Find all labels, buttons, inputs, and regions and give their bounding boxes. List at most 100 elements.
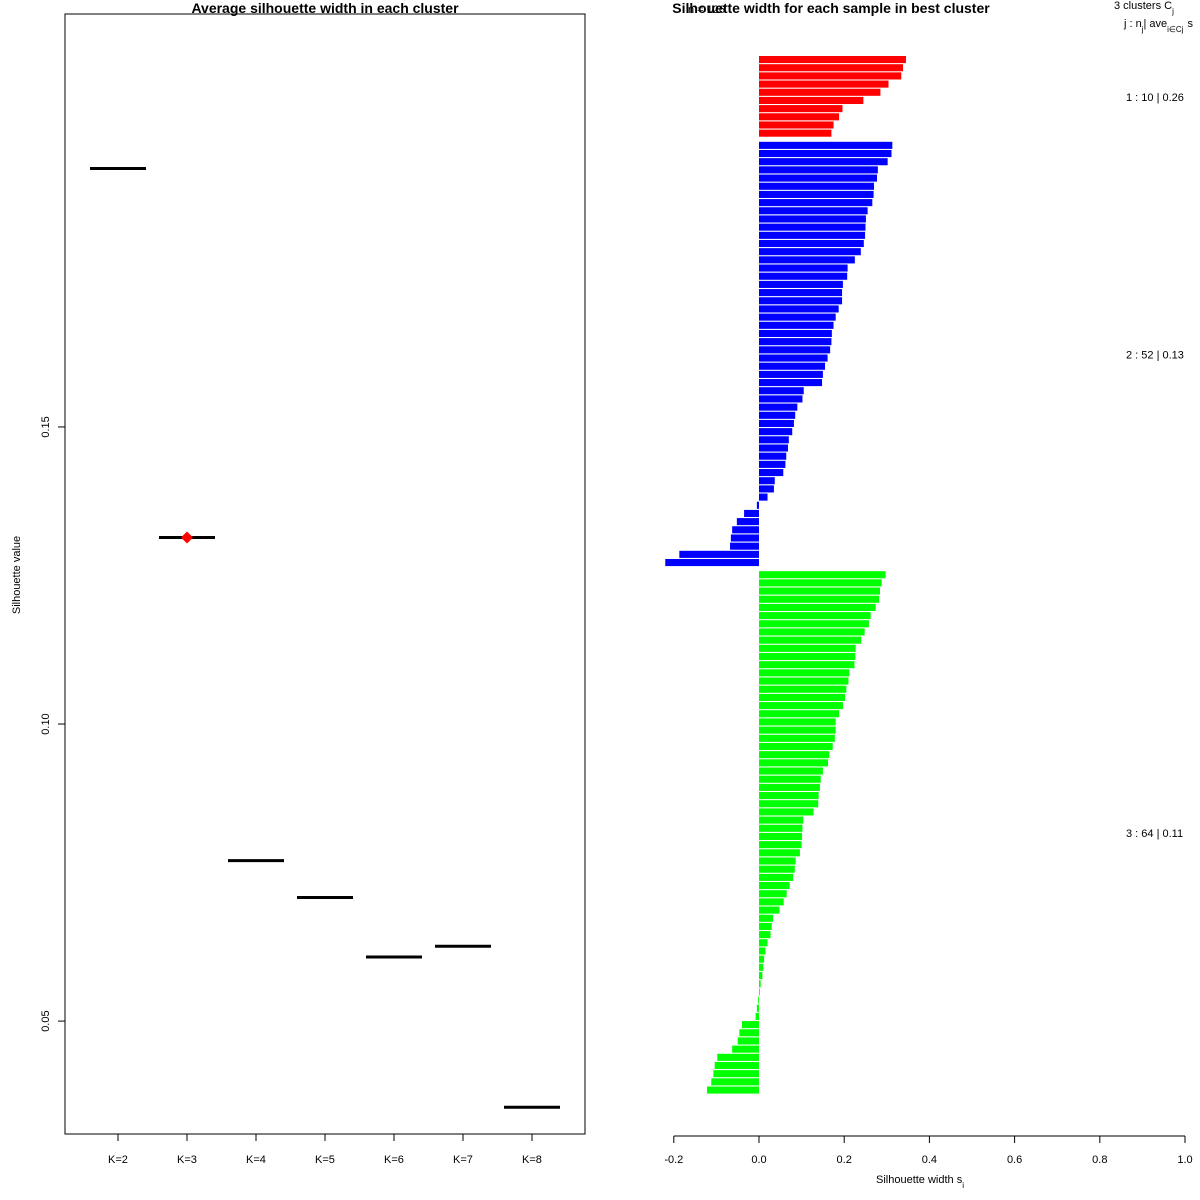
sample-silhouette-bar: [759, 857, 796, 865]
sample-silhouette-bar: [759, 256, 855, 264]
sample-silhouette-bar: [739, 1029, 759, 1037]
right-bars: [665, 56, 906, 1094]
sample-silhouette-bar: [759, 452, 787, 460]
left-x-tick-label: K=6: [384, 1154, 404, 1166]
legend-header-sub: j: [1171, 7, 1174, 16]
sample-silhouette-bar: [730, 542, 759, 550]
sample-silhouette-bar: [759, 387, 804, 395]
sample-silhouette-bar: [759, 477, 775, 485]
sample-silhouette-bar: [759, 469, 784, 477]
sample-silhouette-bar: [759, 808, 814, 816]
sample-silhouette-bar: [759, 56, 906, 64]
legend-row-cluster-2: 2 : 52 | 0.13: [1126, 349, 1184, 361]
sample-silhouette-bar: [759, 493, 768, 501]
sample-silhouette-bar: [759, 873, 794, 881]
sample-silhouette-bar: [759, 272, 848, 280]
sample-silhouette-bar: [759, 898, 784, 906]
sample-silhouette-bar: [759, 652, 856, 661]
sample-silhouette-bar: [759, 587, 880, 595]
sample-silhouette-bar: [759, 370, 823, 378]
sample-silhouette-bar: [759, 963, 764, 971]
sample-silhouette-bar: [759, 702, 843, 710]
sample-silhouette-bar: [759, 231, 866, 239]
sample-silhouette-bar: [759, 612, 871, 620]
sample-silhouette-bar: [759, 669, 850, 677]
sample-silhouette-bar: [730, 534, 759, 542]
sample-silhouette-bar: [744, 509, 759, 517]
right-x-tick-label: 0.8: [1092, 1154, 1107, 1166]
right-x-axis: -0.2 0.0 0.2 0.4 0.6 0.8 1.0: [664, 1135, 1193, 1166]
sample-silhouette-bar: [759, 865, 795, 873]
sample-silhouette-bar: [713, 1070, 759, 1078]
sample-silhouette-bar: [759, 734, 835, 742]
legend-rows: 1 : 10 | 0.26 2 : 52 | 0.13 3 : 64 | 0.11: [1126, 92, 1184, 840]
right-x-tick-label: 0.2: [837, 1154, 852, 1166]
sample-silhouette-bar: [759, 841, 802, 849]
sample-silhouette-bar: [759, 783, 820, 791]
sample-silhouette-bar: [759, 149, 892, 158]
sample-silhouette-bar: [759, 726, 836, 734]
right-x-tick-label: 0.4: [922, 1154, 937, 1166]
sample-silhouette-bar: [732, 526, 759, 534]
left-plot-frame: [64, 13, 586, 1135]
right-subtitle: n = 126: [688, 4, 725, 16]
sample-silhouette-bar: [759, 190, 874, 198]
sample-silhouette-bar: [679, 550, 759, 558]
sample-silhouette-bar: [759, 297, 843, 305]
sample-silhouette-bar: [755, 1012, 759, 1020]
sample-silhouette-bar: [759, 988, 760, 996]
sample-silhouette-bar: [759, 72, 902, 80]
legend-subheader-sub-iej: i∈Cj: [1167, 25, 1184, 34]
sample-silhouette-bar: [759, 248, 861, 256]
sample-silhouette-bar: [759, 980, 761, 988]
sample-silhouette-bar: [759, 677, 849, 685]
sample-silhouette-bar: [759, 174, 878, 182]
sample-silhouette-bar: [759, 199, 873, 207]
sample-silhouette-bar: [759, 379, 823, 387]
sample-silhouette-bar: [741, 1021, 759, 1029]
sample-silhouette-bar: [759, 419, 794, 428]
right-x-tick-label: 0.6: [1007, 1154, 1022, 1166]
sample-silhouette-bar: [759, 313, 836, 321]
sample-silhouette-bar: [759, 88, 881, 96]
legend-subheader-rest: | ave: [1144, 18, 1168, 30]
sample-silhouette-bar: [759, 485, 774, 493]
sample-silhouette-bar: [759, 329, 832, 338]
sample-silhouette-bar: [759, 931, 771, 939]
left-x-axis: K=2 K=3 K=4 K=5 K=6 K=7 K=8: [108, 1134, 542, 1166]
sample-silhouette-bar: [759, 939, 768, 947]
sample-silhouette-bar: [759, 289, 843, 297]
sample-silhouette-bar: [756, 501, 759, 509]
sample-silhouette-bar: [759, 64, 903, 72]
sample-silhouette-bar: [759, 710, 840, 718]
sample-silhouette-bar: [759, 775, 821, 783]
sample-silhouette-bar: [759, 751, 830, 759]
legend-row-cluster-3: 3 : 64 | 0.11: [1126, 828, 1183, 840]
sample-silhouette-bar: [759, 636, 862, 644]
sample-silhouette-bar: [759, 338, 832, 346]
sample-silhouette-bar: [759, 571, 886, 579]
sample-silhouette-bar: [759, 436, 789, 444]
sample-silhouette-bar: [759, 411, 796, 419]
sample-silhouette-bar: [759, 971, 763, 980]
sample-silhouette-bar: [759, 239, 864, 248]
sample-silhouette-bar: [759, 105, 843, 113]
sample-silhouette-bar: [756, 1004, 759, 1012]
sample-silhouette-bar: [759, 742, 833, 751]
sample-silhouette-bar: [759, 849, 800, 857]
sample-silhouette-bar: [759, 718, 836, 726]
best-k-marker: [181, 531, 193, 544]
avg-silhouette-panel: Average silhouette width in each cluster…: [11, 0, 586, 1166]
legend-subheader-tail: s: [1187, 18, 1193, 30]
sample-silhouette-bar: [759, 922, 772, 930]
legend-subheader: j : nj| avei∈Cj s: [1123, 18, 1193, 34]
sample-silhouette-bar: [759, 280, 843, 288]
left-x-tick-label: K=8: [522, 1154, 542, 1166]
sample-silhouette-bar: [759, 914, 774, 922]
sample-silhouette-bar: [759, 644, 856, 652]
legend-header: 3 clusters Cj: [1114, 0, 1174, 16]
sample-silhouette-bar: [759, 628, 865, 636]
sample-silhouette-bar: [759, 595, 880, 603]
sample-silhouette-bar: [717, 1053, 759, 1061]
sample-silhouette-bar: [759, 890, 787, 898]
